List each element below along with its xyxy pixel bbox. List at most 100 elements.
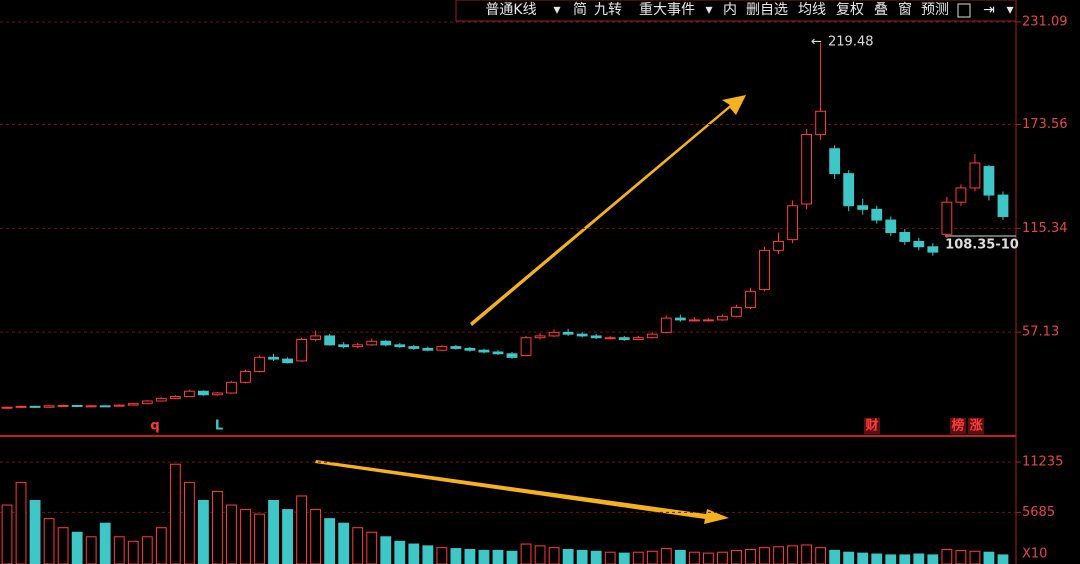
volume-bar [183, 481, 195, 564]
volume-bar [955, 549, 967, 564]
candle-body [29, 405, 41, 408]
toolbar-button[interactable]: 复权 [836, 1, 864, 18]
volume-bar [169, 463, 181, 564]
candle-body [310, 335, 322, 340]
volume-bar [534, 545, 546, 564]
y-tick-label: 173.56 [1022, 117, 1068, 132]
volume-bar [85, 536, 97, 564]
toolbar-button[interactable]: 叠 [874, 2, 888, 18]
candle-body [983, 166, 995, 196]
volume-bar [632, 551, 644, 564]
candle-body [843, 173, 855, 207]
candle-body [829, 148, 841, 175]
toolbar-button[interactable]: 均线 [798, 2, 826, 18]
candle-body [338, 344, 350, 348]
candle-body [688, 319, 700, 322]
toolbar-button[interactable]: 窗 [898, 1, 912, 18]
lock-icon[interactable] [957, 3, 971, 18]
y-tick-label: 231.09 [1022, 14, 1068, 29]
marker-box [864, 418, 880, 434]
peak-arrow: ← [811, 35, 822, 50]
candle-body [969, 162, 981, 189]
volume-bar [492, 549, 504, 564]
volume-bar [618, 552, 630, 564]
toolbar-button[interactable]: 删自选 [746, 2, 788, 18]
volume-bar [717, 551, 728, 564]
candle-body [702, 319, 714, 322]
candle-body [422, 347, 434, 351]
volume-bar [254, 513, 265, 564]
annotation: L [215, 419, 223, 434]
volume-bar [871, 553, 883, 564]
candle-body [562, 331, 574, 335]
toolbar-button[interactable]: 九转 [594, 2, 622, 18]
toolbar-button[interactable]: 简 [573, 1, 587, 18]
toolbar-button[interactable]: 内 [723, 2, 737, 18]
volume-bar [983, 551, 995, 564]
volume-bar [815, 547, 827, 564]
candle-body [212, 392, 223, 396]
volume-bar [268, 500, 279, 564]
volume-bar [450, 548, 462, 564]
volume-bar [324, 518, 336, 564]
volume-bar [296, 495, 308, 564]
candle-body [197, 390, 209, 396]
annotation: 涨 [968, 419, 982, 434]
dropdown-icon[interactable]: ▾ [1006, 2, 1013, 18]
toolbar-button[interactable]: 重大事件 [639, 2, 695, 18]
candle-body [660, 317, 672, 333]
candle-body [674, 317, 686, 321]
candle-body [352, 344, 364, 348]
marker-box [968, 418, 984, 434]
candle-body [717, 315, 728, 321]
volume-bar [506, 550, 518, 564]
candle-body [773, 240, 784, 251]
volume-bar [688, 551, 700, 564]
candle-body [169, 396, 181, 399]
volume-bar [646, 550, 658, 564]
candle-body [394, 344, 406, 348]
candle-body [127, 403, 139, 406]
volume-bar [969, 550, 981, 564]
candle-body [226, 381, 237, 394]
volume-bar [212, 490, 223, 564]
candle-body [436, 346, 448, 351]
volume-bar [408, 543, 420, 564]
volume-bar [366, 531, 378, 564]
candle-body [871, 208, 883, 221]
candle-body [885, 219, 897, 234]
volume-bar [1, 504, 13, 564]
volume-bar [759, 547, 770, 564]
candle-body [731, 306, 742, 317]
volume-bar [702, 552, 714, 564]
toolbar: ▾ ▾ ⇥ ▾ 普通K线 简九转 重大事件 内删自选 均线 复权叠窗预测 [455, 0, 1017, 22]
pin-icon[interactable]: ⇥ [983, 2, 995, 18]
volume-bar [240, 509, 251, 564]
volume-bar [801, 544, 813, 564]
volume-bar [941, 548, 953, 564]
toolbar-button[interactable]: 预测 [921, 2, 949, 18]
dropdown-icon[interactable]: ▾ [705, 2, 712, 18]
candle-body [254, 356, 265, 373]
volume-bar [352, 527, 364, 564]
volume-bar [857, 552, 869, 564]
candle-body [759, 249, 770, 291]
volume-bar [15, 481, 27, 564]
trend-arrow [315, 460, 729, 524]
candle-body [450, 346, 462, 349]
volume-bar [660, 548, 672, 564]
candle-body [801, 133, 813, 205]
volume-bar [197, 500, 209, 564]
volume-bar [436, 547, 448, 564]
volume-bar [43, 518, 55, 564]
toolbar-button[interactable]: 普通K线 [485, 2, 536, 18]
volume-bar [155, 527, 167, 564]
dropdown-icon[interactable]: ▾ [553, 2, 560, 18]
volume-bar [913, 553, 925, 564]
candle-body [1, 406, 13, 409]
candle-body [548, 331, 560, 337]
volume-bar [282, 509, 293, 564]
volume-bar [787, 545, 798, 564]
peak-label: 219.48 [828, 35, 874, 50]
